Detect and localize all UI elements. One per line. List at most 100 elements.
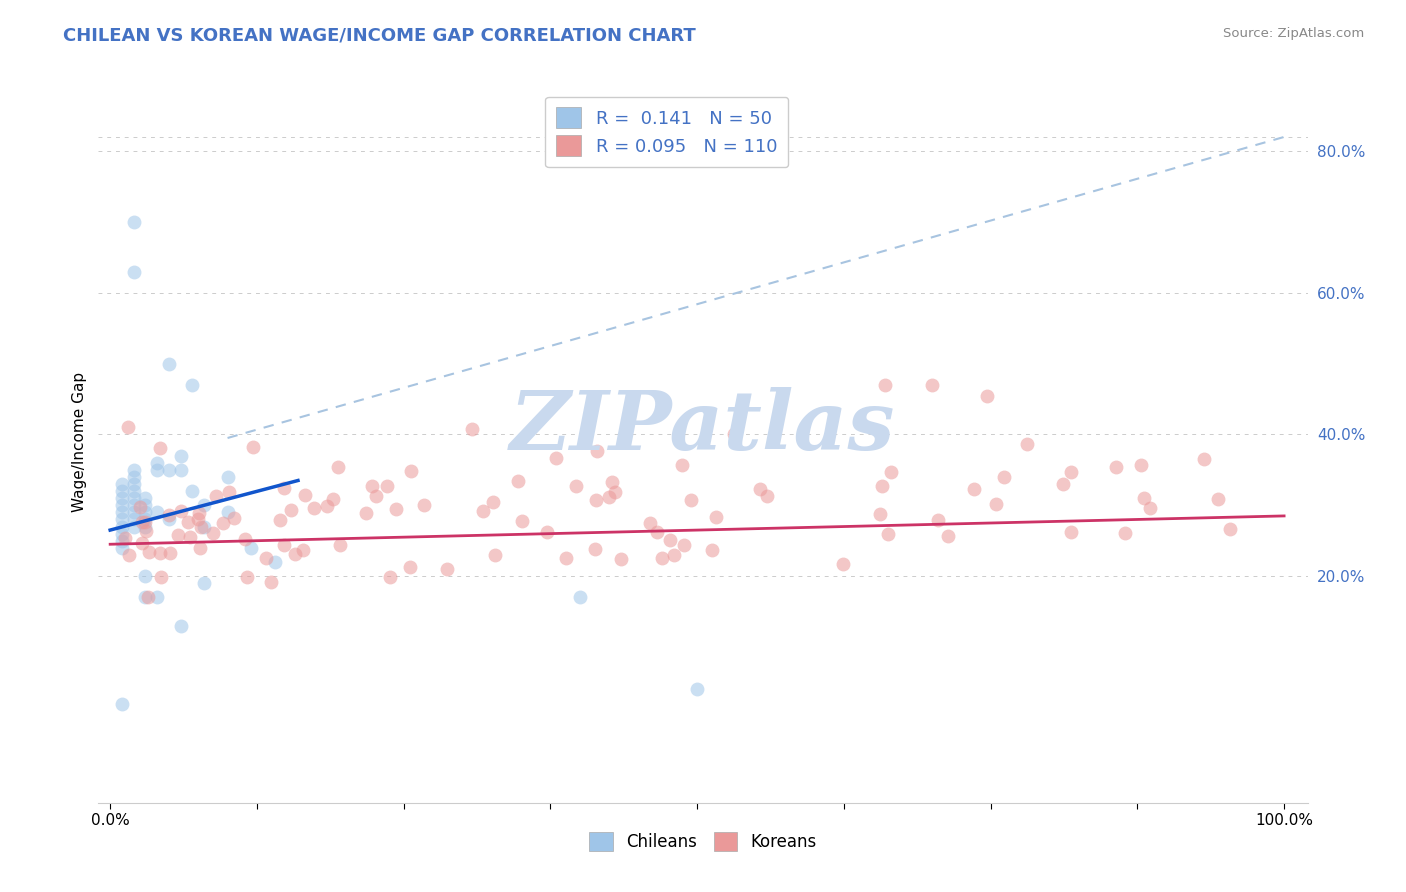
Point (111, 491, 134, 506)
Point (146, 463, 169, 477)
Point (169, 463, 191, 477)
Point (585, 443, 607, 458)
Point (603, 485, 626, 500)
Point (461, 422, 484, 436)
Point (873, 377, 896, 392)
Point (170, 504, 193, 518)
Point (150, 570, 173, 584)
Point (568, 591, 591, 605)
Point (749, 482, 772, 496)
Point (869, 507, 891, 521)
Point (921, 377, 943, 392)
Point (188, 541, 211, 556)
Point (236, 570, 259, 584)
Point (122, 519, 145, 533)
Point (936, 529, 959, 543)
Point (565, 479, 588, 493)
Point (260, 574, 283, 589)
Point (510, 514, 533, 528)
Point (880, 465, 903, 479)
Legend: Chileans, Koreans: Chileans, Koreans (581, 823, 825, 860)
Point (157, 512, 180, 526)
Point (111, 519, 134, 533)
Point (1129, 458, 1152, 472)
Point (963, 482, 986, 496)
Point (832, 558, 855, 572)
Point (181, 377, 204, 392)
Point (131, 536, 153, 550)
Point (187, 511, 209, 525)
Point (181, 484, 204, 499)
Point (638, 516, 661, 530)
Point (218, 484, 240, 499)
Point (681, 492, 703, 507)
Point (378, 569, 401, 583)
Point (135, 524, 157, 539)
Point (122, 215, 145, 229)
Point (169, 449, 191, 463)
Point (134, 569, 156, 583)
Point (1015, 437, 1038, 451)
Point (122, 470, 145, 484)
Point (111, 533, 134, 548)
Point (600, 475, 623, 489)
Point (1060, 465, 1083, 479)
Point (217, 470, 239, 484)
Point (122, 484, 145, 499)
Point (122, 477, 145, 491)
Text: Source: ZipAtlas.com: Source: ZipAtlas.com (1223, 27, 1364, 40)
Point (134, 515, 156, 529)
Point (111, 477, 134, 491)
Point (222, 511, 245, 525)
Point (193, 576, 215, 591)
Point (482, 495, 505, 509)
Point (149, 442, 172, 456)
Point (157, 357, 180, 371)
Point (1052, 477, 1074, 491)
Point (166, 527, 188, 541)
Point (585, 492, 607, 507)
Point (1139, 501, 1161, 516)
Point (671, 458, 693, 472)
Point (645, 524, 668, 539)
Point (122, 505, 145, 519)
Point (138, 545, 160, 559)
Point (146, 456, 169, 470)
Point (870, 479, 893, 493)
Point (756, 489, 779, 503)
Point (131, 515, 153, 529)
Point (555, 551, 578, 566)
Point (217, 505, 239, 519)
Point (148, 546, 170, 560)
Point (399, 464, 422, 478)
Point (329, 538, 352, 552)
Text: ZIPatlas: ZIPatlas (510, 387, 896, 467)
Point (375, 478, 398, 492)
Point (1192, 452, 1215, 467)
Point (1114, 526, 1136, 541)
Text: CHILEAN VS KOREAN WAGE/INCOME GAP CORRELATION CHART: CHILEAN VS KOREAN WAGE/INCOME GAP CORREL… (63, 27, 696, 45)
Point (134, 491, 156, 506)
Point (280, 503, 302, 517)
Point (134, 498, 156, 512)
Point (993, 470, 1015, 484)
Point (193, 498, 215, 512)
Point (202, 526, 225, 541)
Point (291, 543, 314, 558)
Point (366, 489, 388, 503)
Point (111, 512, 134, 526)
Point (233, 533, 256, 547)
Point (122, 491, 145, 506)
Point (659, 533, 682, 547)
Point (254, 550, 277, 565)
Point (273, 481, 295, 495)
Y-axis label: Wage/Income Gap: Wage/Income Gap (72, 371, 87, 512)
Point (117, 419, 139, 434)
Point (134, 505, 156, 519)
Point (1060, 524, 1083, 539)
Point (157, 508, 180, 522)
Point (536, 525, 558, 540)
Point (472, 504, 495, 518)
Point (328, 459, 350, 474)
Point (356, 506, 378, 520)
